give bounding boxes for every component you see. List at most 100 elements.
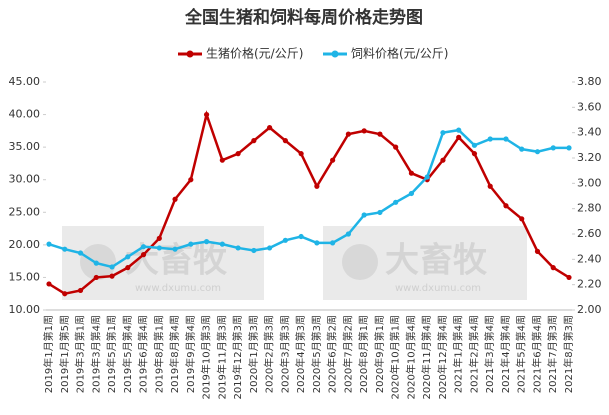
x-tick-label: 2019年3月第4周 [89, 315, 102, 393]
data-point [487, 136, 493, 142]
series-line [48, 128, 569, 269]
data-point [267, 245, 273, 251]
data-point [125, 254, 131, 260]
data-point [172, 246, 178, 252]
x-tick-label: 2020年10月第1周 [389, 315, 402, 400]
data-point [456, 127, 462, 133]
y-tick-label: 10.00 [9, 303, 41, 316]
data-point [566, 145, 572, 151]
data-point [345, 231, 351, 237]
x-tick-label: 2019年3月第1周 [74, 315, 87, 393]
y2-tick-label: 2.40 [577, 252, 602, 265]
x-tick-label: 2019年5月第4周 [121, 315, 134, 393]
data-point [566, 274, 572, 281]
data-point [298, 151, 304, 157]
data-point [77, 287, 84, 294]
data-point [282, 237, 288, 243]
y2-tick-label: 3.60 [577, 100, 602, 113]
data-point [377, 209, 383, 216]
x-tick-label: 2021年8月第3周 [562, 315, 575, 393]
data-point [424, 174, 430, 180]
data-point [156, 245, 162, 251]
chart-title: 全国生猪和饲料每周价格走势图 [184, 7, 423, 28]
watermark-url: www.dxumu.com [395, 283, 481, 294]
y2-tick-label: 2.20 [577, 278, 602, 291]
data-point [46, 281, 52, 287]
x-tick-label: 2019年5月第1周 [105, 315, 118, 393]
data-point [77, 250, 84, 256]
x-tick-label: 2020年9月第1周 [373, 315, 386, 393]
x-tick-label: 2020年3月第3周 [278, 315, 291, 393]
x-tick-label: 2020年5月第3周 [310, 315, 323, 393]
data-point [408, 170, 415, 176]
y2-tick-label: 3.20 [577, 151, 602, 164]
legend-label: 生猪价格(元/公斤) [206, 46, 303, 61]
data-point [456, 134, 462, 140]
data-point [219, 241, 225, 247]
data-point [203, 111, 210, 118]
x-tick-label: 2020年2月第3周 [263, 315, 276, 393]
x-tick-label: 2021年7月第3周 [546, 315, 559, 393]
x-tick-label: 2020年12月第4周 [436, 315, 449, 400]
data-point [534, 248, 541, 254]
x-tick-label: 2020年11月第4周 [420, 315, 433, 400]
data-point [188, 177, 194, 183]
x-tick-label: 2019年1月第5周 [58, 315, 71, 393]
series-line [48, 110, 570, 296]
x-tick-label: 2019年6月第4周 [137, 315, 150, 393]
data-point [550, 145, 556, 151]
watermark-url: www.dxumu.com [135, 283, 221, 294]
y2-tick-label: 2.60 [577, 227, 602, 240]
data-point [188, 241, 194, 247]
data-point [62, 291, 68, 297]
x-tick-label: 2021年1月第4周 [452, 315, 465, 393]
data-point [125, 265, 131, 271]
data-point [93, 260, 99, 266]
data-point [471, 142, 478, 148]
data-point [393, 199, 399, 205]
x-tick-label: 2019年10月第3周 [200, 315, 213, 400]
data-point [440, 157, 446, 163]
data-point [377, 131, 383, 137]
y-tick-label: 15.00 [9, 270, 41, 283]
x-tick-label: 2021年2月第4周 [467, 315, 480, 393]
x-tick-label: 2019年9月第4周 [184, 315, 197, 393]
y-tick-label: 25.00 [9, 205, 41, 218]
data-point [314, 183, 320, 189]
watermark-logo [342, 244, 378, 280]
data-point [408, 190, 415, 197]
x-tick-label: 2019年8月第4周 [168, 315, 181, 393]
data-point [219, 157, 225, 163]
data-point [109, 264, 115, 270]
data-point [519, 216, 525, 222]
data-point [156, 235, 162, 241]
data-point [62, 246, 68, 252]
data-point [487, 183, 493, 189]
y-tick-label: 30.00 [9, 173, 41, 186]
data-point [282, 138, 288, 144]
y-tick-label: 45.00 [9, 75, 41, 88]
data-point [503, 136, 509, 142]
data-point [172, 196, 178, 202]
y-tick-label: 40.00 [9, 108, 41, 121]
x-tick-label: 2020年8月第1周 [357, 315, 370, 393]
data-point [235, 151, 241, 157]
data-point [361, 212, 367, 218]
x-tick-label: 2020年6月第2周 [326, 315, 339, 393]
y2-tick-label: 3.80 [577, 75, 602, 88]
y2-tick-label: 2.00 [577, 303, 602, 316]
legend-marker [186, 50, 194, 58]
y-tick-label: 20.00 [9, 238, 41, 251]
x-tick-label: 2019年1月第1周 [42, 315, 55, 393]
data-point [235, 245, 241, 251]
data-point [314, 240, 320, 246]
data-point [251, 247, 257, 254]
data-point [393, 144, 399, 150]
x-tick-label: 2021年5月第4周 [515, 315, 528, 393]
data-point [251, 138, 257, 144]
data-point [503, 203, 509, 209]
x-tick-label: 2021年3月第4周 [483, 315, 496, 393]
y2-tick-label: 2.80 [577, 202, 602, 215]
data-point [330, 157, 336, 163]
data-point [140, 244, 147, 250]
